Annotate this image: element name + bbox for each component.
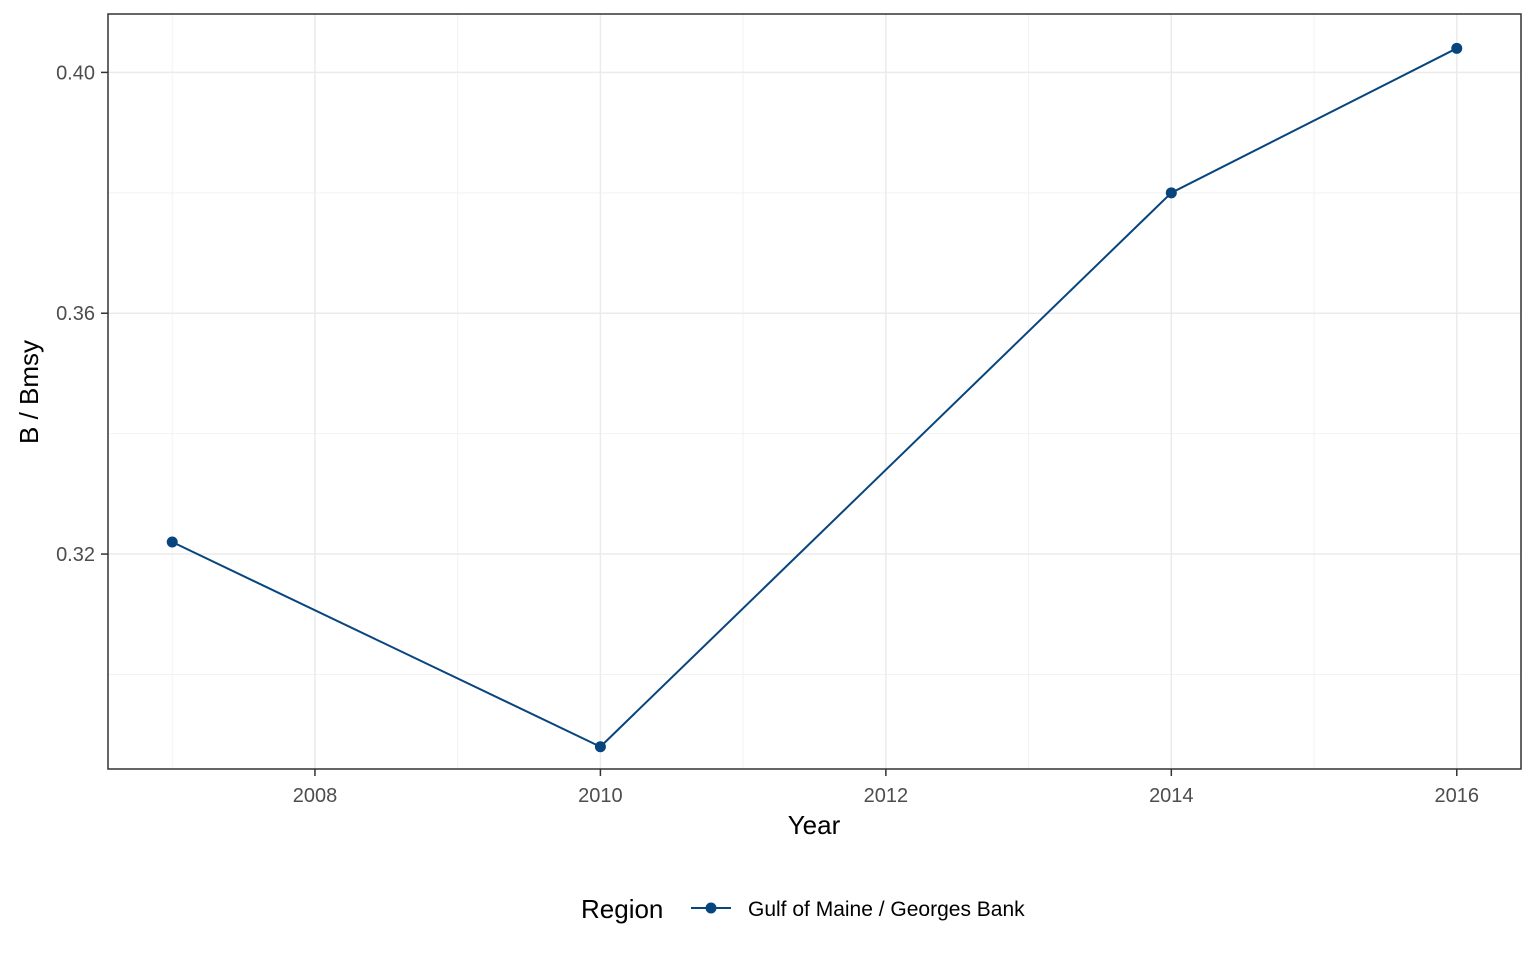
panel-background — [108, 14, 1521, 769]
data-point — [1451, 42, 1463, 54]
legend-title: Region — [581, 894, 663, 924]
y-axis-title: B / Bmsy — [14, 340, 44, 444]
legend-label-series-0: Gulf of Maine / Georges Bank — [748, 898, 1025, 921]
y-axis-ticks: 0.32 0.36 0.40 — [56, 62, 108, 566]
legend-key-point — [705, 902, 717, 914]
y-tick-label: 0.40 — [56, 62, 95, 84]
panel-border — [107, 13, 1522, 770]
y-tick-label: 0.36 — [56, 303, 95, 325]
legend: Region Gulf of Maine / Georges Bank — [581, 894, 1025, 924]
data-point — [1165, 187, 1177, 199]
data-point — [166, 536, 178, 548]
x-axis-ticks: 2008 2010 2012 2014 2016 — [293, 769, 1479, 807]
grid-major — [108, 14, 1521, 769]
x-tick-label: 2008 — [293, 785, 338, 807]
x-tick-label: 2012 — [864, 785, 909, 807]
x-tick-label: 2010 — [578, 785, 623, 807]
series-line-0 — [171, 47, 1458, 748]
series-layer — [166, 42, 1463, 753]
data-point — [594, 741, 606, 753]
grid-minor — [108, 14, 1521, 769]
x-tick-label: 2016 — [1435, 785, 1480, 807]
x-tick-label: 2014 — [1149, 785, 1194, 807]
y-tick-label: 0.32 — [56, 544, 95, 566]
x-axis-title: Year — [788, 810, 841, 840]
